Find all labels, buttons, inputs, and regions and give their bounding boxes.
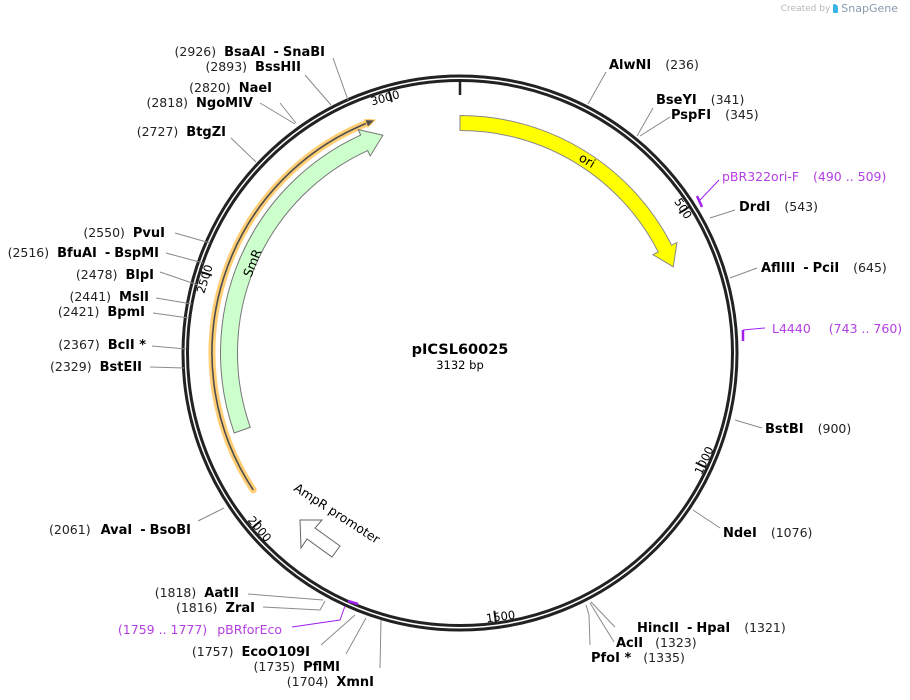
primer-pbrforeco[interactable]: (1759 .. 1777) pBRforEco [118, 622, 282, 637]
enzyme-bpmi[interactable]: (2421) BpmI [58, 304, 145, 320]
enzyme-pvui[interactable]: (2550) PvuI [83, 225, 165, 241]
enzyme-pflmi[interactable]: (1735) PflMI [253, 659, 340, 675]
backbone-ring [181, 74, 739, 632]
enzyme-ecoo109i[interactable]: (1757) EcoO109I [192, 644, 310, 660]
feature-smr[interactable] [220, 128, 384, 434]
enzyme-acli[interactable]: AclI (1323) [616, 635, 697, 651]
feature-ori[interactable] [459, 114, 678, 268]
enzyme-ngomiv[interactable]: (2818) NgoMIV [146, 95, 253, 111]
enzyme-xmni[interactable]: (1704) XmnI [287, 674, 374, 690]
enzyme-bsteii[interactable]: (2329) BstEII [50, 359, 142, 375]
tick-mark [678, 205, 690, 215]
plasmid-length: 3132 bp [436, 358, 484, 372]
enzyme-bfuai-bspmi[interactable]: (2516) BfuAI - BspMI [8, 245, 159, 261]
enzyme-alwni[interactable]: AlwNI (236) [609, 57, 699, 73]
credit-prefix: Created by [780, 3, 831, 14]
enzyme-naei[interactable]: (2820) NaeI [189, 80, 272, 96]
enzyme-drdi[interactable]: DrdI (543) [739, 199, 818, 215]
feature-orange-arc-core [211, 121, 370, 491]
enzyme-bsshii[interactable]: (2893) BssHII [205, 59, 301, 75]
features: ori SmR AmpR promoter [208, 114, 678, 558]
enzyme-blpi[interactable]: (2478) BlpI [76, 267, 154, 283]
enzyme-bseyi[interactable]: BseYI (341) [656, 92, 744, 108]
snapgene-credit: Created by SnapGene [781, 2, 898, 15]
tick-mark [695, 461, 708, 469]
enzyme-zrai[interactable]: (1816) ZraI [176, 600, 255, 616]
enzyme-ndei[interactable]: NdeI (1076) [723, 525, 812, 541]
tick-mark [251, 519, 262, 530]
enzyme-pfoi[interactable]: PfoI * (1335) [591, 650, 685, 666]
tick-label: 2000 [245, 513, 275, 544]
tick-mark [493, 610, 497, 623]
enzyme-afliii-pcii[interactable]: AflIII - PciI (645) [761, 260, 887, 276]
leader-lines [149, 57, 763, 669]
primer-l4440[interactable]: L4440 (743 .. 760) [772, 321, 902, 336]
arrow-head-icon [364, 119, 377, 128]
primer-pbr322ori-f[interactable]: pBR322ori-F (490 .. 509) [722, 169, 886, 184]
enzyme-msli[interactable]: (2441) MslI [69, 289, 149, 305]
enzyme-bstbi[interactable]: BstBI (900) [765, 421, 851, 437]
enzyme-labels: AlwNI (236) BseYI (341) PspFI (345) pBR322o… [8, 44, 903, 690]
plasmid-name: pICSL60025 [412, 342, 509, 358]
snapgene-logo-icon [833, 4, 839, 13]
enzyme-avai-bsobi[interactable]: (2061) AvaI - BsoBI [49, 522, 191, 538]
enzyme-pspfi[interactable]: PspFI (345) [671, 107, 759, 123]
enzyme-aatii[interactable]: (1818) AatII [155, 585, 239, 601]
enzyme-bcli[interactable]: (2367) BclI * [58, 337, 146, 353]
enzyme-btgzi[interactable]: (2727) BtgZI [137, 124, 226, 140]
feature-label-ori: ori [576, 150, 598, 171]
credit-brand: SnapGene [841, 2, 898, 15]
tick-mark [200, 270, 213, 277]
tick-label: 1500 [485, 608, 516, 626]
primer-marks [291, 179, 766, 628]
enzyme-hincii-hpai[interactable]: HincII - HpaI (1321) [637, 620, 786, 636]
tick-label: 1000 [692, 444, 717, 476]
feature-ampr-promoter[interactable] [299, 519, 341, 558]
tick-mark [387, 90, 393, 103]
enzyme-bsaai-snabi[interactable]: (2926) BsaAI - SnaBI [175, 44, 325, 60]
